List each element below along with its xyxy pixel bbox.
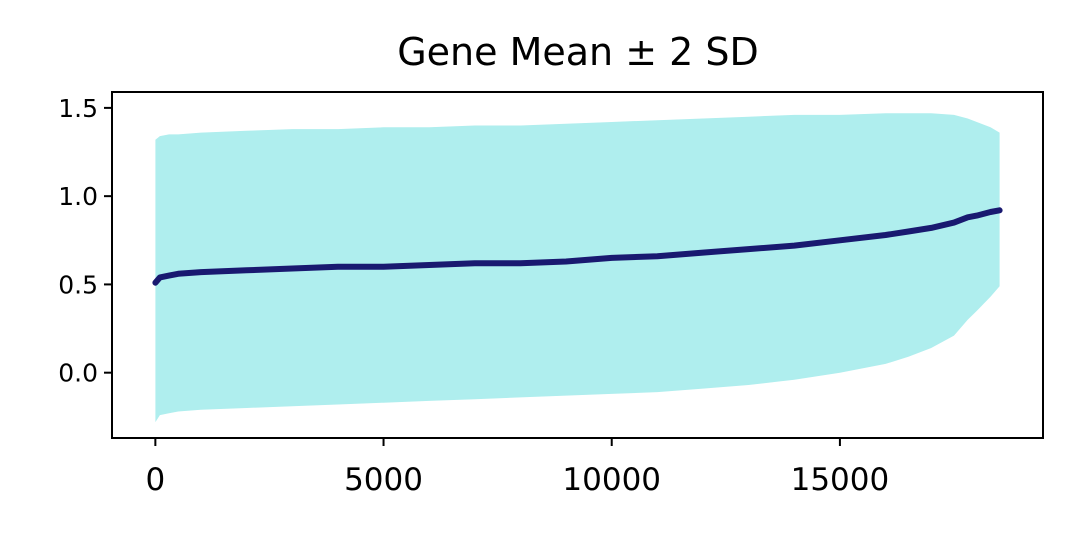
plot-area (152, 113, 1003, 423)
y-tick-label: 1.0 (58, 182, 98, 211)
x-tick-label: 5000 (344, 462, 423, 498)
chart-title: Gene Mean ± 2 SD (397, 30, 759, 74)
x-tick-label: 15000 (791, 462, 890, 498)
mean-line (152, 207, 1003, 286)
y-tick-label: 0.0 (58, 359, 98, 388)
sd-band (155, 113, 1000, 423)
y-tick-label: 1.5 (58, 94, 98, 123)
y-tick-label: 0.5 (58, 270, 98, 299)
x-tick-label: 10000 (562, 462, 661, 498)
plot-frame (111, 91, 1044, 439)
axes: 0 5000 10000 15000 0.0 0.5 1.0 1.5 (58, 91, 1044, 498)
x-tick-label: 0 (145, 462, 165, 498)
